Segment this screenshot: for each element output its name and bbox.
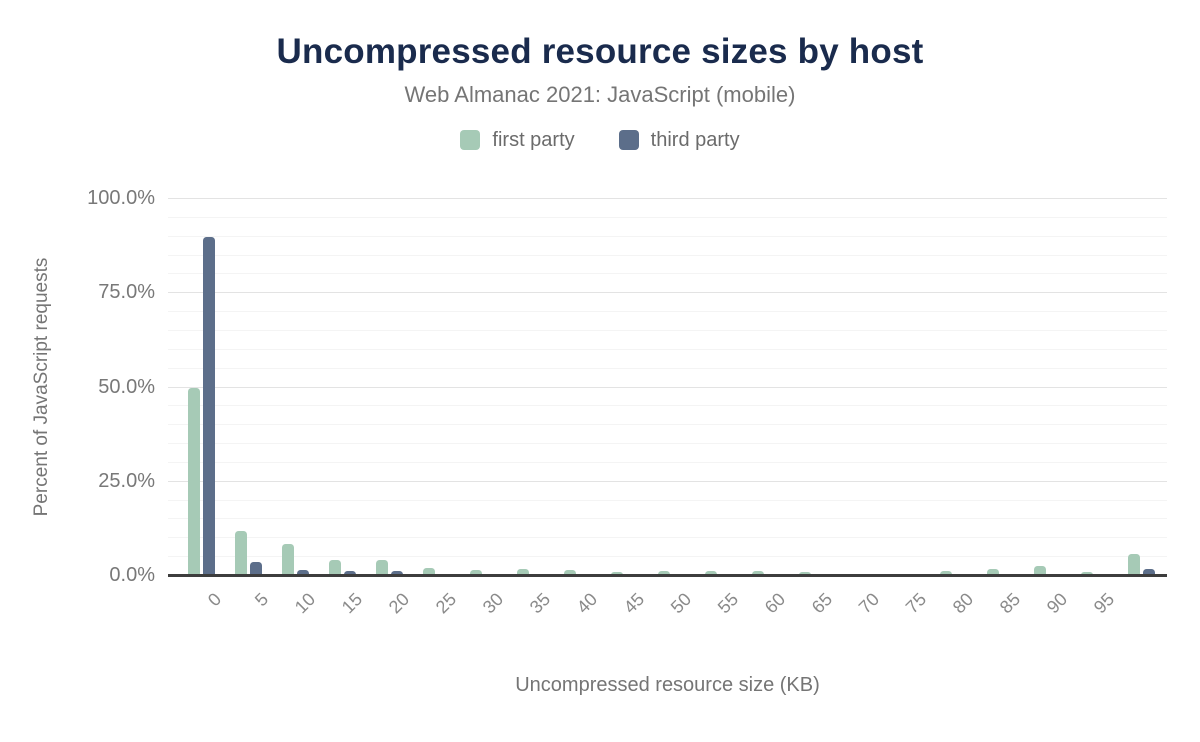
chart-title: Uncompressed resource sizes by host [276,32,924,71]
gridline [168,273,1167,275]
bar-first-party-5[interactable] [235,530,247,575]
bar-first-party-10[interactable] [282,543,294,575]
gridline [168,348,1167,350]
chart-subtitle: Web Almanac 2021: JavaScript (mobile) [404,82,796,107]
legend: first party third party [0,128,1200,152]
bar-first-party-60[interactable] [752,570,764,575]
legend-label: first party [492,128,575,151]
bar-third-party-10[interactable] [297,570,309,575]
bar-third-party-0[interactable] [203,236,215,575]
bar-first-party-90[interactable] [1034,565,1046,575]
x-axis-title: Uncompressed resource size (KB) [515,674,820,696]
bar-first-party-20[interactable] [376,559,388,575]
gridline [168,198,1167,199]
bar-first-party-25[interactable] [423,567,435,575]
gridline [168,518,1167,520]
gridline [168,556,1167,558]
legend-label: third party [650,128,740,151]
gridline [168,235,1167,237]
y-tick-label: 50.0% [98,375,155,398]
legend-swatch-first-party [460,130,481,150]
bar-third-party-5[interactable] [250,562,262,575]
bar-first-party-35[interactable] [517,568,529,575]
gridline [168,216,1167,218]
bar-third-party-cat-20[interactable] [1143,569,1155,575]
plot-area [168,198,1167,577]
gridline [168,367,1167,369]
bar-third-party-15[interactable] [344,570,356,575]
legend-item-third-party[interactable]: third party [618,128,740,152]
bar-first-party-95[interactable] [1081,571,1093,575]
gridline [168,329,1167,331]
gridline [168,254,1167,256]
legend-swatch-third-party [618,130,639,150]
gridline [168,499,1167,501]
bar-first-party-55[interactable] [705,571,717,575]
y-tick-label: 75.0% [98,281,155,304]
gridline [168,292,1167,294]
y-tick-label: 100.0% [87,187,155,209]
x-axis-line [168,573,1167,577]
bar-first-party-15[interactable] [329,559,341,575]
bar-first-party-30[interactable] [470,569,482,575]
gridline [168,386,1167,388]
bar-first-party-40[interactable] [564,570,576,575]
bar-first-party-45[interactable] [611,571,623,575]
bar-first-party-cat-20[interactable] [1128,553,1140,575]
gridline [168,311,1167,313]
gridline [168,424,1167,426]
gridline [168,537,1167,539]
bar-third-party-20[interactable] [391,570,403,575]
legend-item-first-party[interactable]: first party [460,128,575,152]
gridline [168,461,1167,463]
gridline [168,443,1167,445]
y-tick-label: 0.0% [109,564,155,586]
bar-first-party-80[interactable] [940,571,952,575]
y-tick-label: 25.0% [98,469,155,492]
gridline [168,480,1167,482]
bar-first-party-50[interactable] [658,571,670,575]
gridline [168,405,1167,407]
bar-first-party-65[interactable] [799,571,811,575]
bar-first-party-85[interactable] [987,568,999,575]
bar-first-party-0[interactable] [188,388,200,575]
